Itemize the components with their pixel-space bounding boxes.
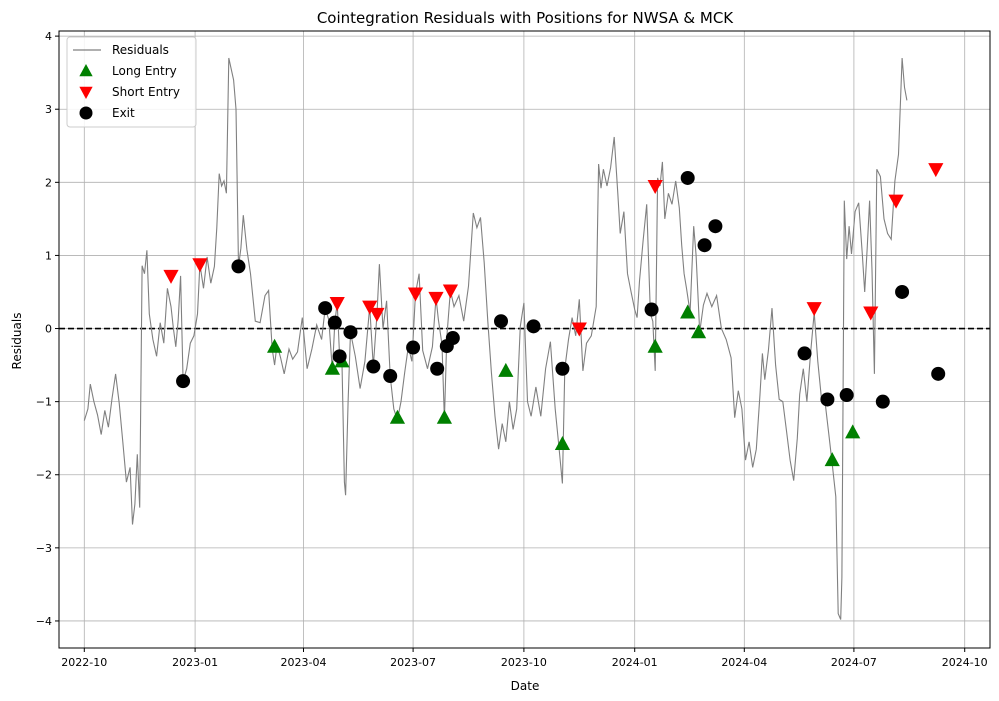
x-tick-label: 2022-10 <box>61 656 107 669</box>
exit-marker <box>644 302 659 317</box>
short-entry-marker <box>442 284 459 299</box>
exit-marker <box>231 259 246 274</box>
x-tick-label: 2023-01 <box>172 656 218 669</box>
exit-marker <box>332 349 347 364</box>
x-tick-label: 2023-07 <box>390 656 436 669</box>
y-tick-label: −1 <box>36 396 52 409</box>
short-entry-marker <box>647 179 663 194</box>
long-entry-marker <box>680 304 696 319</box>
y-axis-label: Residuals <box>10 313 24 370</box>
exit-marker <box>839 388 854 403</box>
short-entry-marker <box>362 300 378 315</box>
short-entry-marker <box>888 194 904 209</box>
chart-title: Cointegration Residuals with Positions f… <box>317 9 734 27</box>
x-tick-label: 2023-10 <box>501 656 547 669</box>
exit-marker <box>494 314 509 329</box>
exit-marker <box>708 219 723 234</box>
exit-marker <box>526 319 541 334</box>
plot-area: 2022-10 2023-01 2023-04 2023-07 2023-10 2024-… <box>36 30 991 669</box>
long-entry-marker <box>498 362 514 377</box>
short-entry-marker <box>407 287 424 302</box>
short-entry-marker <box>428 291 444 306</box>
short-entry-marker <box>369 307 385 322</box>
exit-marker <box>383 369 398 384</box>
y-tick-label: 2 <box>45 176 52 189</box>
short-entry-marker <box>163 269 179 284</box>
x-tick-label: 2024-01 <box>612 656 658 669</box>
legend-box <box>66 36 197 128</box>
exit-marker <box>318 301 333 316</box>
y-tick-label: −2 <box>36 469 52 482</box>
exit-marker <box>680 170 695 185</box>
long-entry-marker <box>554 436 571 451</box>
long-entry-marker <box>436 409 453 424</box>
short-entry-marker <box>928 163 944 178</box>
short-entry-marker <box>571 322 587 337</box>
y-tick-label: 1 <box>45 249 52 262</box>
exit-marker <box>343 325 358 340</box>
y-tick-label: 4 <box>45 30 52 43</box>
legend-label: Residuals <box>112 43 169 57</box>
x-tick-label: 2024-07 <box>831 656 877 669</box>
short-entry-marker <box>329 296 345 311</box>
exit-marker <box>697 238 712 253</box>
axes-frame <box>58 30 991 649</box>
long-entry-marker <box>647 338 663 353</box>
residuals-line <box>83 57 908 620</box>
exit-marker <box>931 366 946 381</box>
exit-marker <box>406 340 421 355</box>
exit-marker <box>555 361 570 376</box>
long-entry-marker <box>266 338 283 353</box>
y-tick-label: 3 <box>45 103 52 116</box>
x-tick-label: 2024-04 <box>721 656 767 669</box>
long-entry-marker <box>389 409 406 424</box>
legend-label: Short Entry <box>112 85 180 99</box>
exit-marker <box>895 284 910 299</box>
long-entry-marker <box>824 452 840 467</box>
legend-label: Long Entry <box>112 64 177 78</box>
legend-exit-swatch <box>79 106 93 120</box>
x-axis-label: Date <box>511 679 540 693</box>
legend-short-entry-swatch <box>79 86 93 99</box>
y-tick-label: 0 <box>45 323 52 336</box>
y-tick-label: −4 <box>36 615 52 628</box>
exit-marker <box>820 392 835 407</box>
exit-marker <box>366 359 381 374</box>
exit-marker <box>445 331 460 346</box>
x-tick-label: 2023-04 <box>281 656 327 669</box>
long-entry-marker <box>690 324 707 339</box>
short-entry-marker <box>863 306 879 321</box>
long-entry-marker <box>324 360 340 375</box>
exit-marker <box>797 346 812 361</box>
exit-marker <box>327 315 342 330</box>
x-tick-label: 2024-10 <box>942 656 988 669</box>
long-entry-marker <box>845 424 861 439</box>
short-entry-marker <box>806 302 822 317</box>
legend-label: Exit <box>112 106 135 120</box>
exit-marker <box>176 374 191 389</box>
exit-marker <box>875 394 890 409</box>
legend-long-entry-swatch <box>79 64 93 77</box>
short-entry-marker <box>192 258 208 273</box>
exit-marker <box>430 361 445 376</box>
y-tick-label: −3 <box>36 542 52 555</box>
